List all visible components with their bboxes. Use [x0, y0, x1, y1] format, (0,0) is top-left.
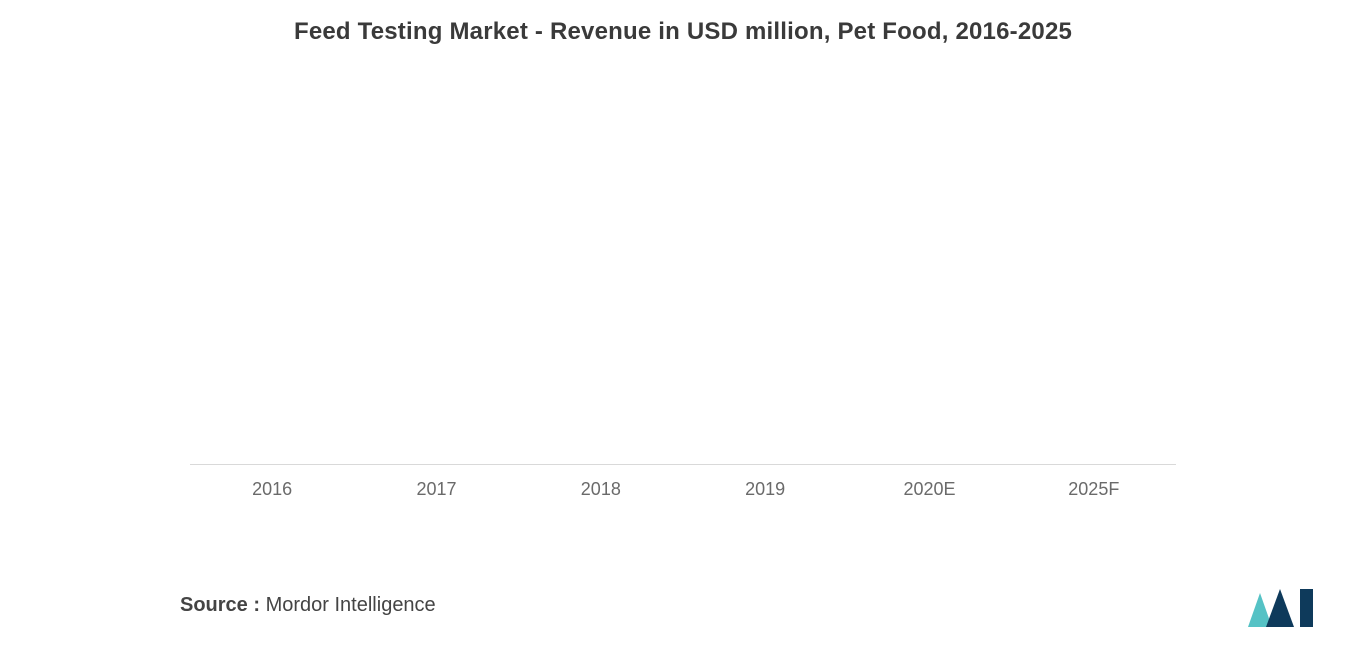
- x-axis-label: 2025F: [1012, 479, 1176, 500]
- x-axis-label: 2019: [683, 479, 847, 500]
- source-label: Source :: [180, 594, 260, 616]
- mordor-logo-icon: [1246, 587, 1318, 631]
- x-axis-label: 2016: [190, 479, 354, 500]
- x-axis-label: 2017: [354, 479, 518, 500]
- source-value: Mordor Intelligence: [266, 594, 436, 616]
- chart-plot-area: 20162017201820192020E2025F: [190, 100, 1176, 465]
- bars-container: 20162017201820192020E2025F: [190, 100, 1176, 465]
- x-axis-label: 2018: [519, 479, 683, 500]
- x-axis-label: 2020E: [847, 479, 1011, 500]
- source-footnote: Source : Mordor Intelligence: [180, 594, 436, 617]
- chart-title: Feed Testing Market - Revenue in USD mil…: [0, 0, 1366, 46]
